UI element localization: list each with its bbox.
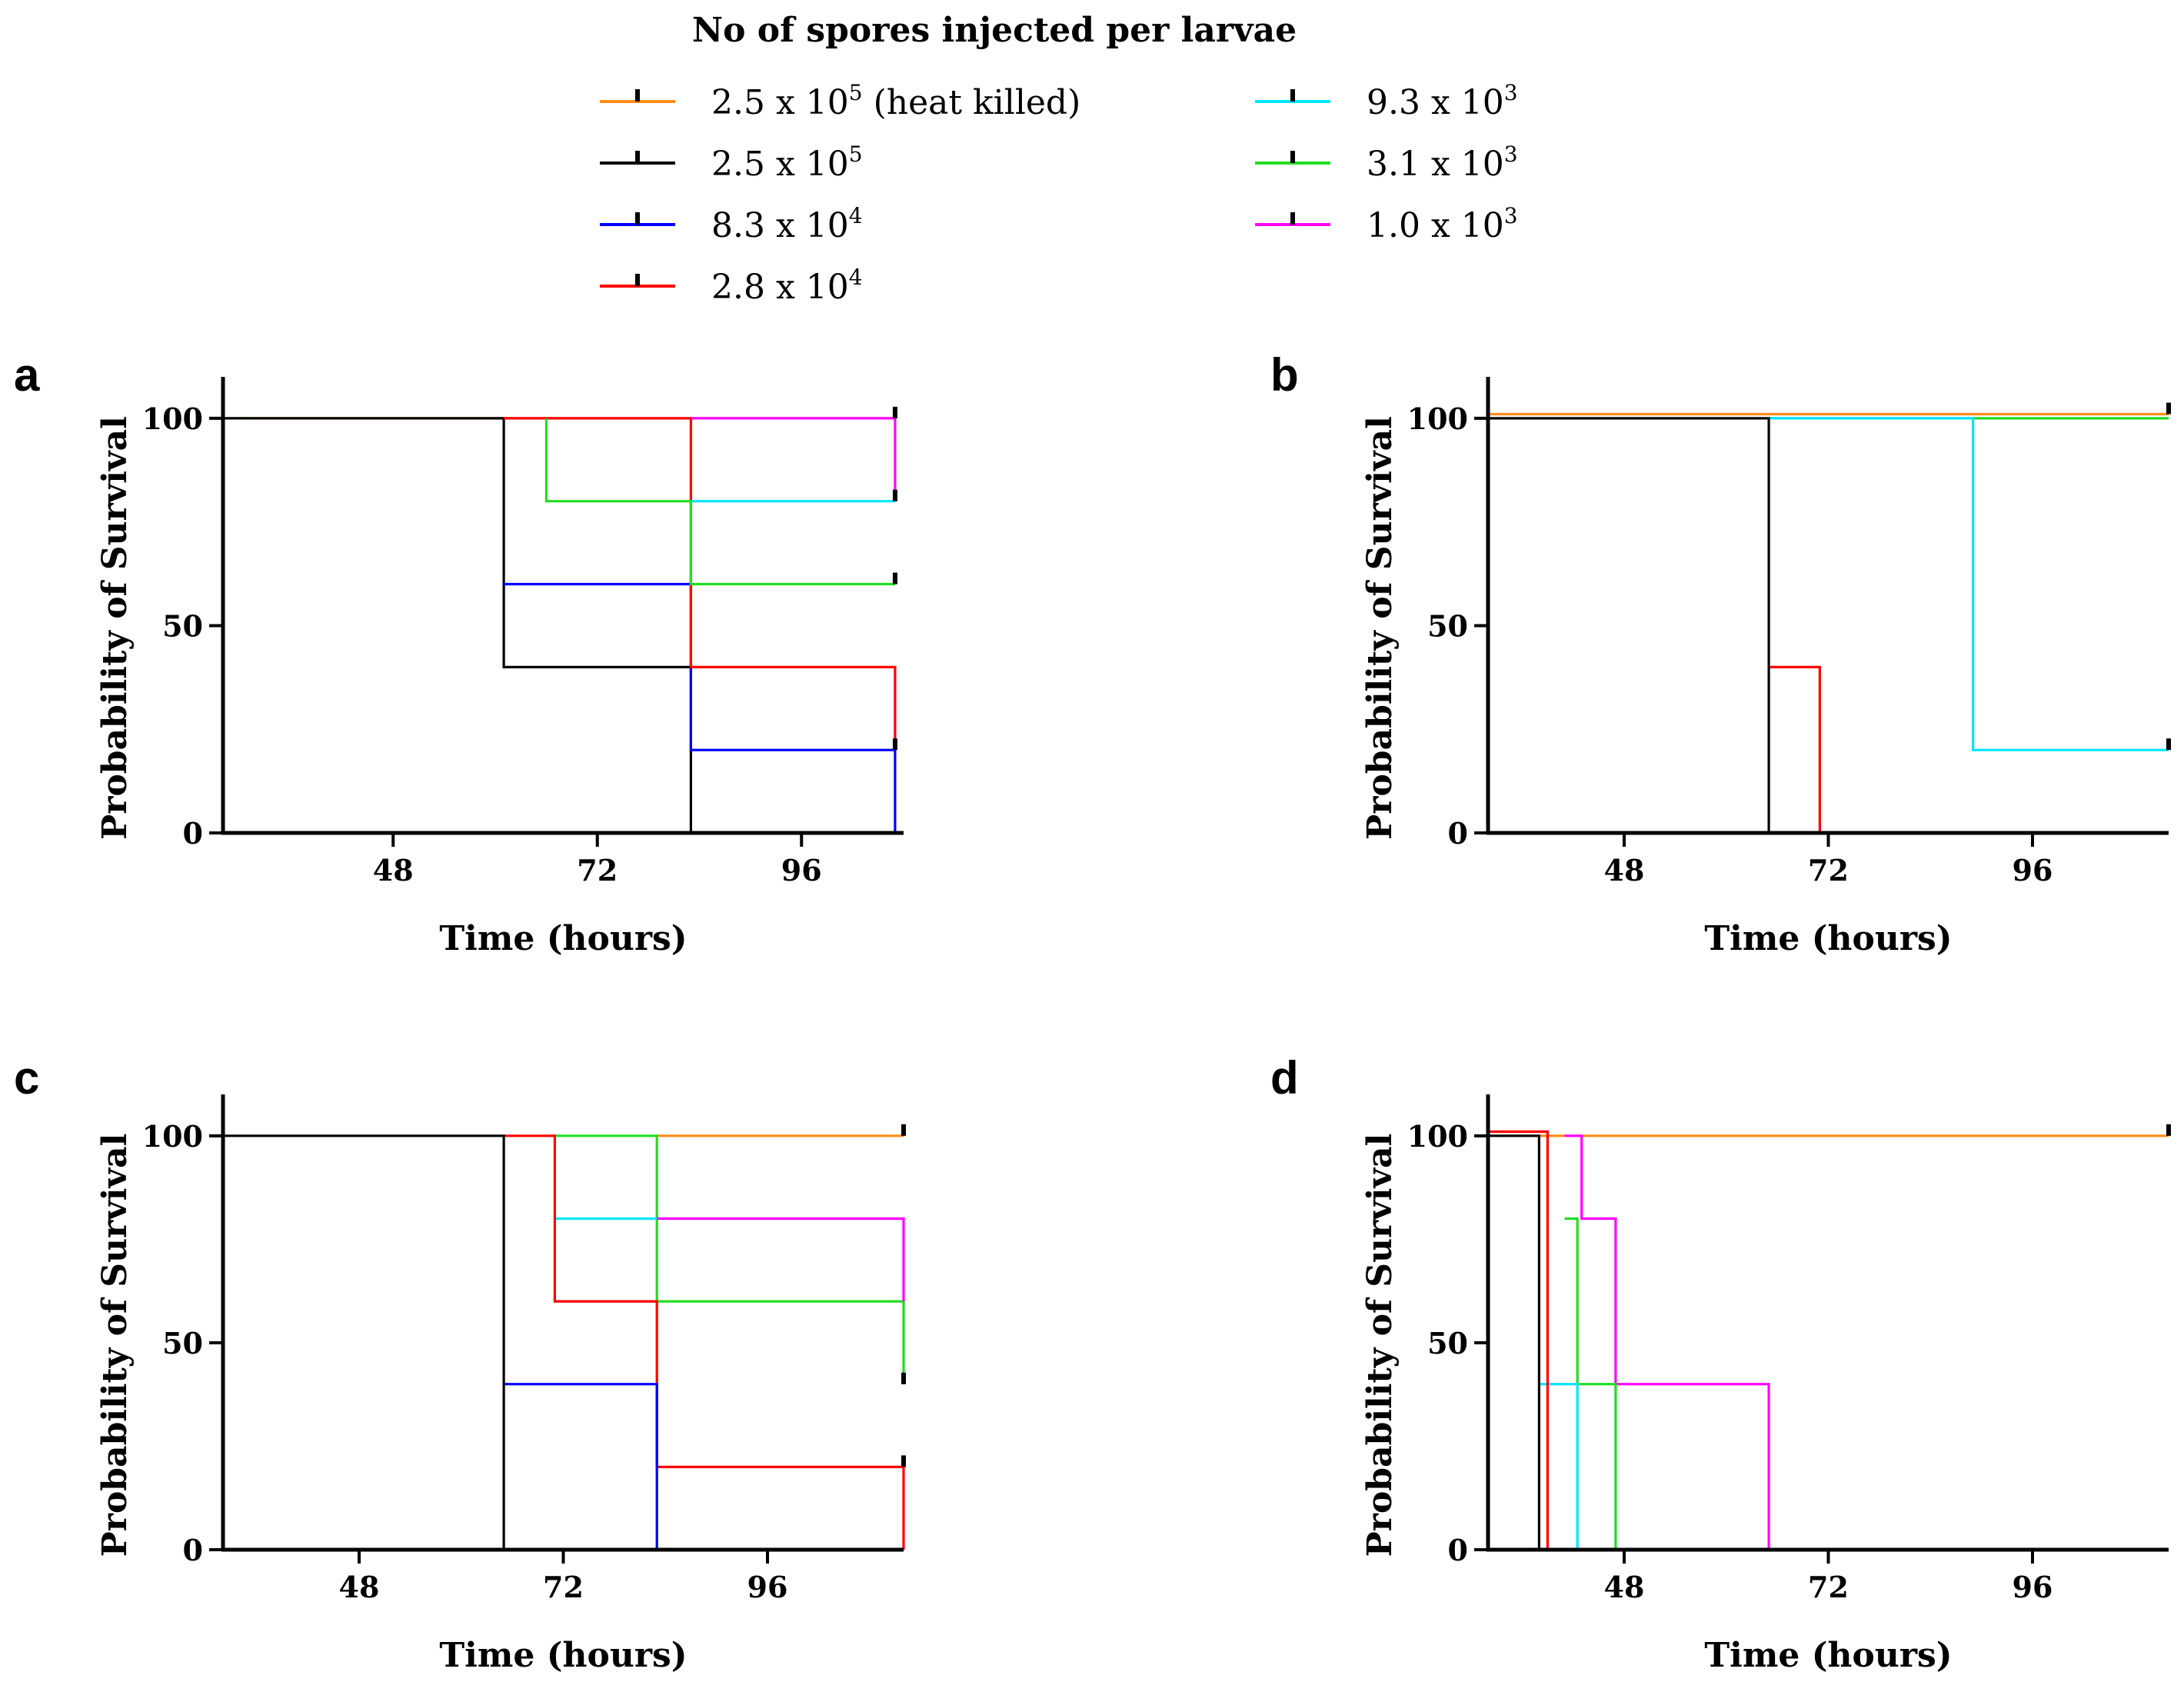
x-axis-title: Time (hours) [1704, 1636, 1952, 1675]
series-d1k [1564, 1134, 1770, 1550]
x-tick-label: 72 [543, 1570, 584, 1604]
panel-letter-c: c [14, 1052, 39, 1104]
y-tick-label: 50 [162, 1326, 203, 1361]
series-d83k [504, 582, 897, 833]
y-tick-label: 0 [183, 816, 203, 851]
panel-letter-d: d [1270, 1052, 1299, 1104]
legend-label-exponent: 4 [849, 203, 863, 228]
panel-letter-a: a [14, 349, 40, 401]
series-d9k [1769, 417, 2169, 751]
series-d9k [1539, 1383, 1579, 1550]
y-axis-title: Probability of Survival [95, 1134, 135, 1557]
series-d1k [657, 1217, 905, 1302]
series-d250k [223, 417, 692, 833]
legend-label-hk: 2.5 x 105 (heat killed) [711, 80, 1080, 122]
legend-label-exponent: 3 [1504, 142, 1518, 167]
x-tick-label: 72 [1808, 1570, 1849, 1604]
y-axis-title: Probability of Survival [1360, 1134, 1400, 1557]
x-axis-title: Time (hours) [1704, 919, 1952, 958]
y-tick-label: 100 [142, 401, 203, 436]
y-axis-title: Probability of Survival [1360, 416, 1400, 840]
legend-label-d83k: 8.3 x 104 [711, 203, 863, 245]
legend-entry-d28k: 2.8 x 104 [600, 265, 863, 307]
legend-label-base: 9.3 x 10 [1367, 83, 1504, 122]
legend-label-d28k: 2.8 x 104 [711, 265, 863, 307]
survival-curves [1488, 1130, 2169, 1551]
y-tick-label: 50 [1427, 608, 1468, 643]
legend-entry-d9k: 9.3 x 103 [1255, 80, 1518, 122]
x-tick-label: 96 [2013, 853, 2053, 888]
x-axis-title: Time (hours) [439, 1636, 687, 1675]
legend-entry-hk: 2.5 x 105 (heat killed) [600, 80, 1080, 122]
legend-label-d9k: 9.3 x 103 [1367, 80, 1518, 122]
legend-label-base: 3.1 x 10 [1367, 145, 1504, 184]
panel-letter-b: b [1270, 349, 1299, 401]
series-d83k [504, 1383, 658, 1550]
x-tick-label: 48 [1604, 853, 1645, 888]
y-tick-label: 50 [162, 608, 203, 643]
legend-label-suffix: (heat killed) [863, 83, 1081, 122]
y-tick-label: 100 [1407, 401, 1468, 436]
legend-label-d1k: 1.0 x 103 [1367, 203, 1518, 245]
legend-title: No of spores injected per larvae [692, 11, 1297, 50]
series-d3k [554, 1134, 905, 1384]
x-tick-label: 48 [1604, 1570, 1645, 1604]
y-axis-title: Probability of Survival [95, 416, 135, 840]
legend-label-d3k: 3.1 x 103 [1367, 142, 1518, 184]
series-d250k [223, 1134, 505, 1550]
y-tick-label: 50 [1427, 1326, 1468, 1361]
legend: No of spores injected per larvae 2.5 x 1… [600, 11, 1518, 307]
y-tick-label: 100 [1407, 1119, 1468, 1154]
series-d28k [1769, 665, 1821, 833]
legend-label-d250k: 2.5 x 105 [711, 142, 863, 184]
series-d1k [691, 417, 897, 501]
series-d28k [504, 417, 897, 751]
survival-curves [1488, 412, 2169, 833]
legend-entry-d83k: 8.3 x 104 [600, 203, 863, 245]
legend-label-exponent: 4 [849, 265, 863, 290]
panel-b: b 48 72 96 0 50 100 Time (hours) Probability of… [1270, 349, 2171, 958]
x-tick-label: 72 [577, 853, 618, 888]
legend-label-base: 2.8 x 10 [711, 268, 849, 307]
y-tick-label: 0 [183, 1533, 203, 1567]
legend-entry-d1k: 1.0 x 103 [1255, 203, 1518, 245]
x-tick-label: 96 [747, 1570, 788, 1604]
legend-label-exponent: 5 [849, 142, 863, 167]
series-d28k [1488, 1130, 1549, 1550]
y-tick-label: 100 [142, 1119, 203, 1154]
series-d3k [544, 418, 895, 586]
y-tick-label: 0 [1448, 816, 1468, 851]
panel-c: c 48 72 96 0 50 100 Time (hours) Probability of… [14, 1052, 906, 1675]
series-d250k [1488, 1134, 2169, 1551]
panel-a: a 48 72 96 0 50 100 Time (hours) Probability of… [14, 349, 904, 958]
series-d250k [1488, 417, 1770, 833]
x-tick-label: 96 [781, 853, 822, 888]
legend-label-base: 8.3 x 10 [711, 206, 849, 245]
legend-label-exponent: 3 [1504, 80, 1518, 105]
x-axis-title: Time (hours) [439, 919, 687, 958]
series-d28k [504, 1134, 905, 1550]
legend-label-base: 2.5 x 10 [711, 145, 849, 184]
legend-label-exponent: 5 [849, 80, 863, 105]
legend-entry-d3k: 3.1 x 103 [1255, 142, 1518, 184]
panel-d: d 48 72 96 0 50 100 Time (hours) Probability of… [1270, 1052, 2171, 1675]
x-tick-label: 48 [373, 853, 414, 888]
x-tick-label: 48 [339, 1570, 380, 1604]
y-tick-label: 0 [1448, 1533, 1468, 1567]
legend-label-base: 1.0 x 10 [1367, 206, 1504, 245]
x-tick-label: 72 [1808, 853, 1849, 888]
legend-label-base: 2.5 x 10 [711, 83, 849, 122]
x-tick-label: 96 [2013, 1570, 2053, 1604]
survival-curves [223, 417, 897, 833]
legend-entry-d250k: 2.5 x 105 [600, 142, 863, 184]
survival-curves [223, 1134, 905, 1550]
legend-label-exponent: 3 [1504, 203, 1518, 228]
